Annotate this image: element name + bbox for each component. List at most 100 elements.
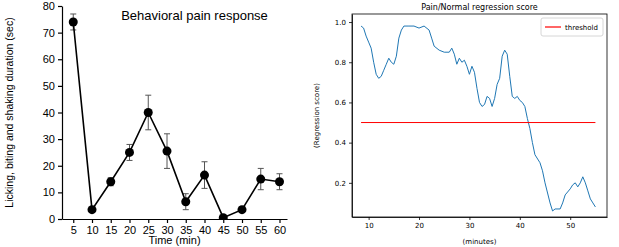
tick-label: 10 — [365, 222, 374, 230]
series-line-1 — [361, 122, 595, 123]
tick: 40 — [199, 219, 211, 236]
tick-label: 20 — [124, 224, 136, 236]
tick-label: 40 — [43, 107, 55, 119]
tick-mark — [369, 217, 370, 220]
tick: 0.6 — [335, 99, 352, 107]
tick-label: 30 — [465, 222, 474, 230]
tick: 70 — [43, 27, 62, 39]
tick: 5 — [71, 219, 77, 236]
y-axis-title: (Regression score) — [313, 83, 321, 148]
tick-mark — [73, 219, 74, 223]
tick-label: 80 — [43, 0, 55, 12]
tick-mark — [204, 219, 205, 223]
tick-label: 50 — [566, 222, 575, 230]
tick-mark — [167, 219, 168, 223]
tick-mark — [186, 219, 187, 223]
x-axis: 10 20 30 40 50 — [353, 217, 608, 230]
chart-title: Pain/Normal regression score — [421, 3, 538, 12]
tick-mark — [58, 139, 62, 140]
tick-label: 50 — [43, 80, 55, 92]
axis-line — [352, 15, 353, 218]
tick: 50 — [566, 217, 575, 230]
x-axis-title: Time (min) — [148, 234, 200, 246]
tick-label: 20 — [43, 160, 55, 172]
tick: 20 — [124, 219, 136, 236]
tick: 40 — [516, 217, 525, 230]
series-line — [361, 26, 595, 211]
tick-label: 0.2 — [335, 180, 346, 188]
tick: 0.8 — [335, 59, 352, 67]
marker — [88, 205, 97, 214]
x-axis-title: (minutes) — [463, 238, 497, 246]
plot-frame — [352, 14, 607, 217]
y-axis: 0.2 0.4 0.6 0.8 1.0 — [335, 15, 353, 218]
tick-mark — [111, 219, 112, 223]
tick-label: 50 — [236, 224, 248, 236]
marker — [275, 177, 284, 186]
axis-line — [353, 217, 608, 218]
tick-mark — [349, 62, 352, 63]
tick-mark — [92, 219, 93, 223]
tick-label: 70 — [43, 27, 55, 39]
tick-label: 0.6 — [335, 99, 347, 107]
tick-mark — [58, 86, 62, 87]
axis-line — [63, 219, 288, 220]
marker — [256, 175, 265, 184]
tick: 0.2 — [335, 180, 352, 188]
tick-mark — [469, 217, 470, 220]
chart-panel: 10 20 30 40 50 0.2 0.4 0.6 0.8 1.0 Pain/Normal reg… — [313, 3, 608, 246]
tick: 15 — [105, 219, 117, 236]
tick-label: 30 — [43, 133, 55, 145]
legend-label: threshold — [565, 24, 598, 32]
y-axis: 0 10 20 30 40 50 60 70 80 — [43, 0, 63, 225]
marker — [69, 17, 78, 26]
tick: 20 — [43, 160, 62, 172]
tick-label: 20 — [415, 222, 424, 230]
tick-label: 40 — [516, 222, 525, 230]
tick-mark — [349, 143, 352, 144]
tick: 45 — [218, 219, 230, 236]
chart-panel: 5101520253035404550556001020304050607080… — [3, 0, 288, 246]
tick: 60 — [43, 53, 62, 65]
tick: 0 — [49, 213, 62, 225]
tick-label: 60 — [43, 53, 55, 65]
tick-label: 5 — [71, 224, 77, 236]
tick: 50 — [236, 219, 248, 236]
tick-mark — [58, 59, 62, 60]
marker — [163, 147, 172, 156]
tick-label: 10 — [86, 224, 98, 236]
tick: 10 — [43, 186, 62, 198]
tick-label: 0 — [49, 213, 55, 225]
tick-label: 1.0 — [335, 19, 346, 27]
tick-mark — [58, 6, 62, 7]
tick: 0.4 — [335, 139, 352, 147]
chart-title: Behavioral pain response — [121, 8, 268, 23]
tick-mark — [148, 219, 149, 223]
tick-mark — [349, 22, 352, 23]
figure: 5101520253035404550556001020304050607080… — [0, 0, 619, 247]
marker — [125, 148, 134, 157]
marker — [106, 177, 115, 186]
tick: 80 — [43, 0, 62, 12]
tick-mark — [419, 217, 420, 220]
tick: 10 — [365, 217, 374, 230]
tick: 55 — [255, 219, 267, 236]
marker — [219, 213, 228, 219]
tick-mark — [58, 166, 62, 167]
legend-swatch — [545, 26, 561, 27]
plot-area — [361, 26, 595, 211]
axis-line — [62, 7, 63, 220]
tick-label: 40 — [199, 224, 211, 236]
tick-mark — [520, 217, 521, 220]
tick: 30 — [43, 133, 62, 145]
tick-mark — [58, 112, 62, 113]
marker — [144, 108, 153, 117]
tick: 40 — [43, 107, 62, 119]
y-axis-title: Licking, biting and shaking duration (se… — [3, 17, 15, 207]
tick-label: 60 — [274, 224, 286, 236]
tick-label: 10 — [43, 186, 55, 198]
legend: threshold — [541, 18, 603, 36]
legend-box — [541, 18, 603, 36]
tick-mark — [279, 219, 280, 223]
tick: 60 — [274, 219, 286, 236]
